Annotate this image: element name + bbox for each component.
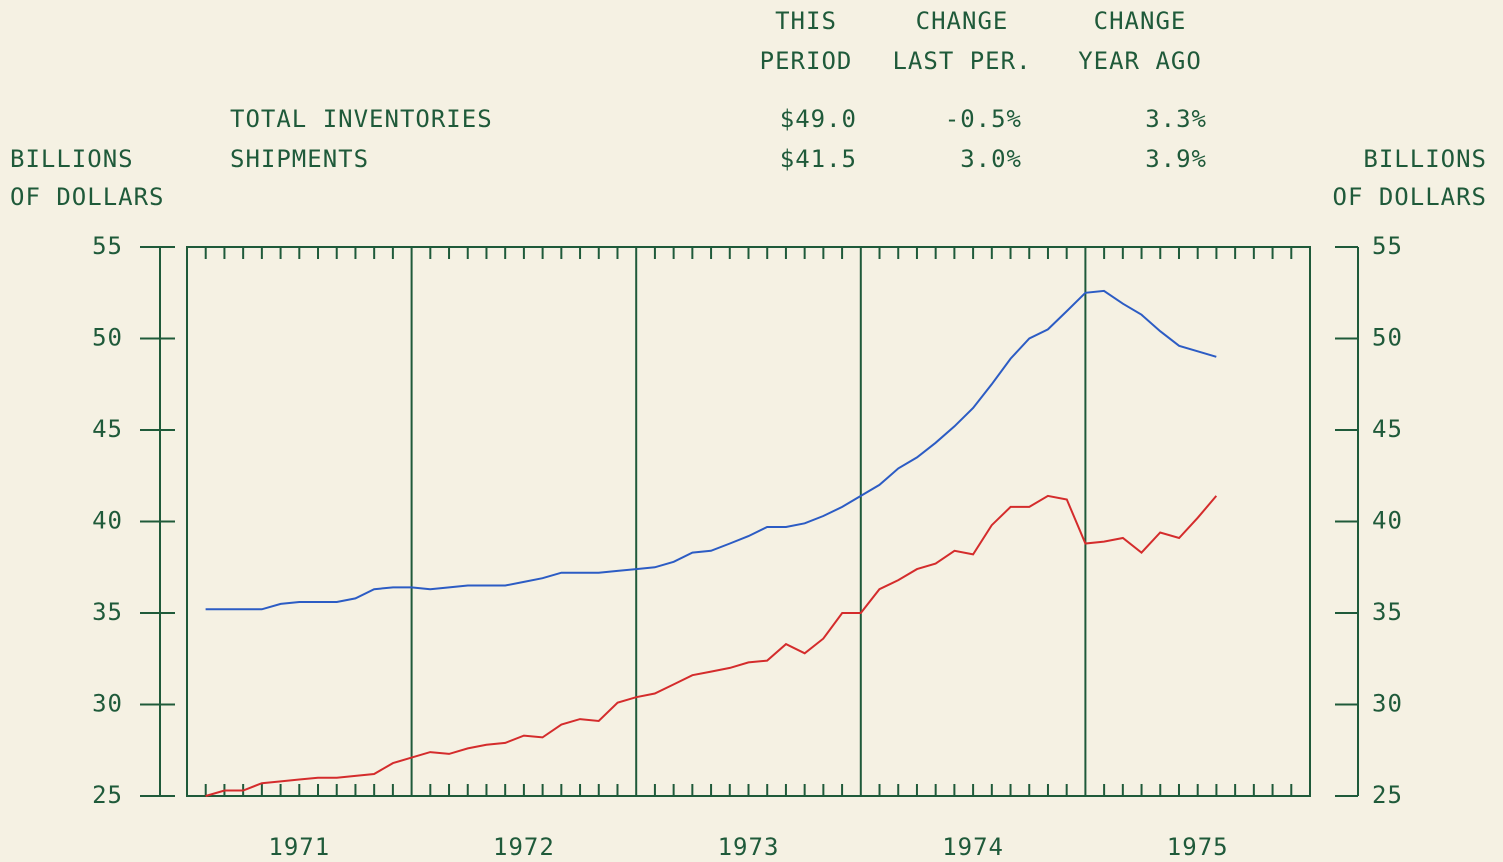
summary-value: -0.5%	[945, 105, 1022, 133]
y-axis-label: OF DOLLARS	[10, 183, 165, 211]
x-tick-label: 1973	[718, 833, 780, 861]
y-tick-label: 45	[92, 415, 123, 443]
x-tick-label: 1974	[942, 833, 1004, 861]
y2-tick-label: 55	[1372, 232, 1403, 260]
legend-label: SHIPMENTS	[230, 145, 369, 173]
column-header: YEAR AGO	[1078, 47, 1202, 75]
column-header: LAST PER.	[892, 47, 1031, 75]
x-tick-label: 1971	[268, 833, 330, 861]
y-tick-label: 50	[92, 324, 123, 352]
legend-label: TOTAL INVENTORIES	[230, 105, 493, 133]
y2-tick-label: 40	[1372, 507, 1403, 535]
data-line	[205, 289, 1217, 611]
summary-value: $41.5	[780, 145, 857, 173]
data-line	[205, 494, 1218, 797]
y-tick-label: 35	[92, 598, 123, 626]
column-header: CHANGE	[916, 7, 1009, 35]
y-tick-label: 30	[92, 690, 123, 718]
column-header: CHANGE	[1094, 7, 1187, 35]
y2-tick-label: 35	[1372, 598, 1403, 626]
y-tick-label: 25	[92, 781, 123, 809]
y2-tick-label: 30	[1372, 690, 1403, 718]
x-tick-label: 1972	[493, 833, 555, 861]
y-axis-label: BILLIONS	[10, 145, 134, 173]
summary-value: 3.9%	[1145, 145, 1207, 173]
y2-tick-label: 50	[1372, 324, 1403, 352]
column-header: PERIOD	[760, 47, 853, 75]
y-tick-label: 55	[92, 232, 123, 260]
y2-axis-label: OF DOLLARS	[1333, 183, 1488, 211]
y2-axis-label: BILLIONS	[1363, 145, 1487, 173]
y2-tick-label: 45	[1372, 415, 1403, 443]
y-tick-label: 40	[92, 507, 123, 535]
y2-tick-label: 25	[1372, 781, 1403, 809]
column-header: THIS	[775, 7, 837, 35]
x-tick-label: 1975	[1167, 833, 1229, 861]
summary-value: $49.0	[780, 105, 857, 133]
summary-value: 3.0%	[960, 145, 1022, 173]
summary-value: 3.3%	[1145, 105, 1207, 133]
